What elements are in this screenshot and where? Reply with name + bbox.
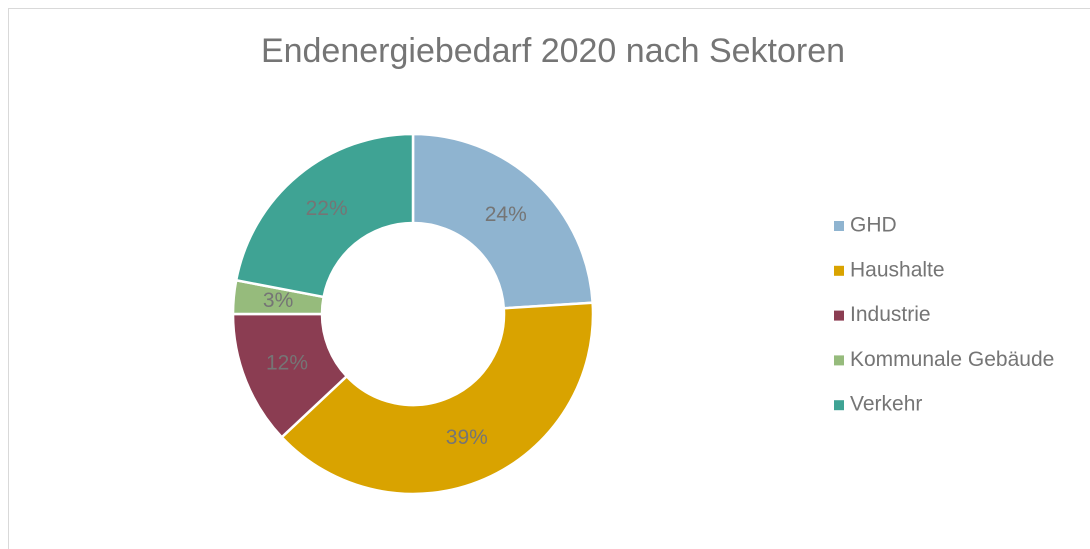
- legend-label: Haushalte: [850, 258, 945, 281]
- legend-swatch: [834, 265, 844, 276]
- legend-swatch: [834, 355, 844, 366]
- donut-slice: [280, 301, 595, 496]
- data-label: 39%: [446, 426, 488, 449]
- legend-label: GHD: [850, 214, 897, 237]
- legend-label: Verkehr: [850, 393, 922, 416]
- data-label: 12%: [266, 351, 308, 374]
- donut-slice: [234, 132, 415, 299]
- legend-label: Industrie: [850, 303, 931, 326]
- data-label: 3%: [263, 289, 293, 312]
- legend-label: Kommunale Gebäude: [850, 348, 1054, 371]
- data-label: 22%: [306, 197, 348, 220]
- legend-swatch: [834, 400, 844, 411]
- legend-swatch: [834, 310, 844, 321]
- donut-slice: [411, 132, 594, 310]
- chart-title: Endenergiebedarf 2020 nach Sektoren: [261, 32, 845, 70]
- legend-swatch: [834, 221, 844, 231]
- data-label: 24%: [485, 203, 527, 226]
